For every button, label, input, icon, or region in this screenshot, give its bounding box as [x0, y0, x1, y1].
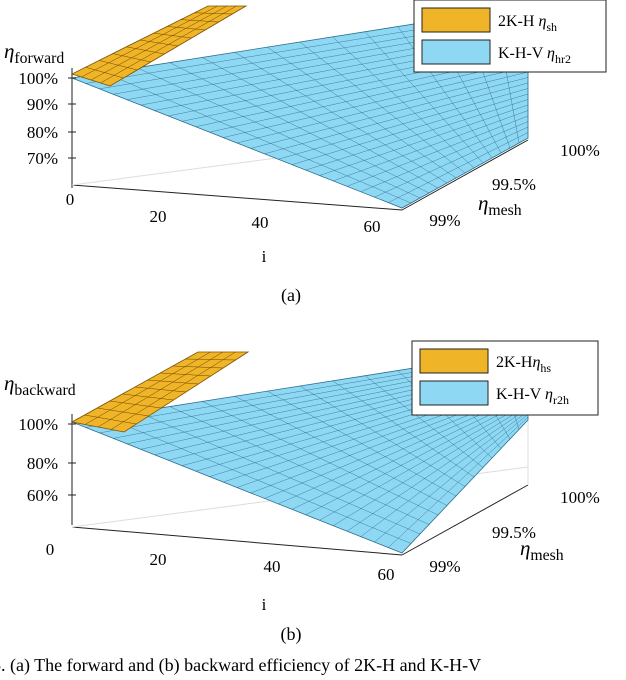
- surface-mesh-line: [137, 411, 421, 535]
- surface-mesh-line: [267, 390, 457, 497]
- surface-mesh-line: [397, 26, 493, 159]
- y-tick-label: 100%: [560, 141, 600, 160]
- legend-swatch: [419, 380, 489, 406]
- surface-mesh-line: [234, 52, 448, 184]
- caption-text: 5. (a) The forward and (b) backward effi…: [0, 655, 482, 675]
- surface-mesh-line: [169, 62, 430, 194]
- legend: 2K-Hηhs K-H-V ηr2h: [411, 340, 599, 416]
- legend-swatch: [421, 39, 491, 65]
- y-tick-label: 99.5%: [492, 523, 536, 542]
- panel-label: (a): [281, 285, 301, 306]
- legend-entry: K-H-V ηhr2: [498, 45, 571, 66]
- surface-mesh-line: [97, 351, 224, 428]
- x-tick-label: 0: [66, 190, 75, 209]
- surface-mesh-line: [202, 57, 439, 189]
- x-axis-line: [71, 526, 403, 556]
- y-axis-label: ηmesh: [520, 536, 564, 564]
- x-tick-label: 40: [264, 557, 281, 576]
- x-tick-label: 0: [46, 540, 55, 559]
- x-axis-line: [71, 184, 403, 211]
- z-tick-label: 100%: [18, 415, 58, 434]
- surface-sh: [70, 5, 248, 87]
- surface-mesh-line: [364, 375, 484, 468]
- legend-swatch: [421, 7, 491, 33]
- surface-hs: [70, 351, 250, 433]
- panel-b: 100% 80% 60% ηbackward 0 20 40 60 i 99% 99.5% 100% η…: [4, 340, 600, 645]
- legend-entry: K-H-V ηr2h: [496, 386, 569, 407]
- surface-mesh-line: [81, 5, 218, 78]
- surface-mesh-line: [299, 41, 466, 174]
- figure-caption: 5. (a) The forward and (b) backward effi…: [0, 655, 626, 676]
- x-tick-label: 60: [378, 565, 395, 584]
- z-tick-label: 70%: [27, 149, 58, 168]
- y-tick-label: 100%: [560, 488, 600, 507]
- surface-mesh-line: [100, 5, 237, 84]
- z-axis-label: ηforward: [4, 39, 64, 67]
- surface-mesh-line: [364, 31, 484, 164]
- z-tick-label: 90%: [27, 95, 58, 114]
- z-axis-label: ηbackward: [4, 371, 76, 399]
- surface-mesh-line: [137, 67, 421, 199]
- x-tick-label: 20: [150, 207, 167, 226]
- x-axis-label: i: [262, 247, 267, 266]
- surface-mesh-line: [332, 36, 475, 169]
- z-tick-label: 80%: [27, 123, 58, 142]
- surface-mesh-line: [299, 385, 466, 487]
- legend-entry: 2K-H ηsh: [498, 13, 557, 34]
- legend-swatch: [419, 348, 489, 374]
- surface-mesh-line: [84, 351, 211, 425]
- y-axis-line: [401, 484, 529, 556]
- surface-mesh-line: [104, 72, 412, 204]
- panel-label: (b): [281, 624, 302, 645]
- surface-mesh-line: [267, 46, 457, 179]
- surface-mesh-line: [169, 406, 430, 525]
- y-axis-line: [401, 139, 529, 211]
- x-tick-label: 60: [364, 217, 381, 236]
- x-tick-label: 40: [252, 213, 269, 232]
- surface-mesh-line: [202, 401, 439, 516]
- legend-entry: 2K-Hηhs: [496, 354, 551, 375]
- z-tick-label: 60%: [27, 486, 58, 505]
- y-axis-label: ηmesh: [478, 191, 522, 219]
- y-tick-label: 99%: [429, 211, 460, 230]
- panel-a: 100% 90% 80% 70% ηforward 0 20 40 60 i 99% 99.5% 100…: [4, 0, 607, 306]
- surface-mesh-line: [104, 416, 412, 544]
- surface-mesh-line: [332, 380, 475, 478]
- surface-mesh-line: [90, 5, 228, 81]
- x-tick-label: 20: [150, 550, 167, 569]
- surface-mesh-line: [110, 351, 236, 430]
- y-tick-label: 99%: [429, 557, 460, 576]
- z-tick-label: 80%: [27, 454, 58, 473]
- z-tick-label: 100%: [18, 69, 58, 88]
- y-tick-label: 99.5%: [492, 175, 536, 194]
- surface-mesh-line: [234, 396, 448, 506]
- x-axis-label: i: [262, 595, 267, 614]
- legend: 2K-H ηsh K-H-V ηhr2: [413, 0, 607, 73]
